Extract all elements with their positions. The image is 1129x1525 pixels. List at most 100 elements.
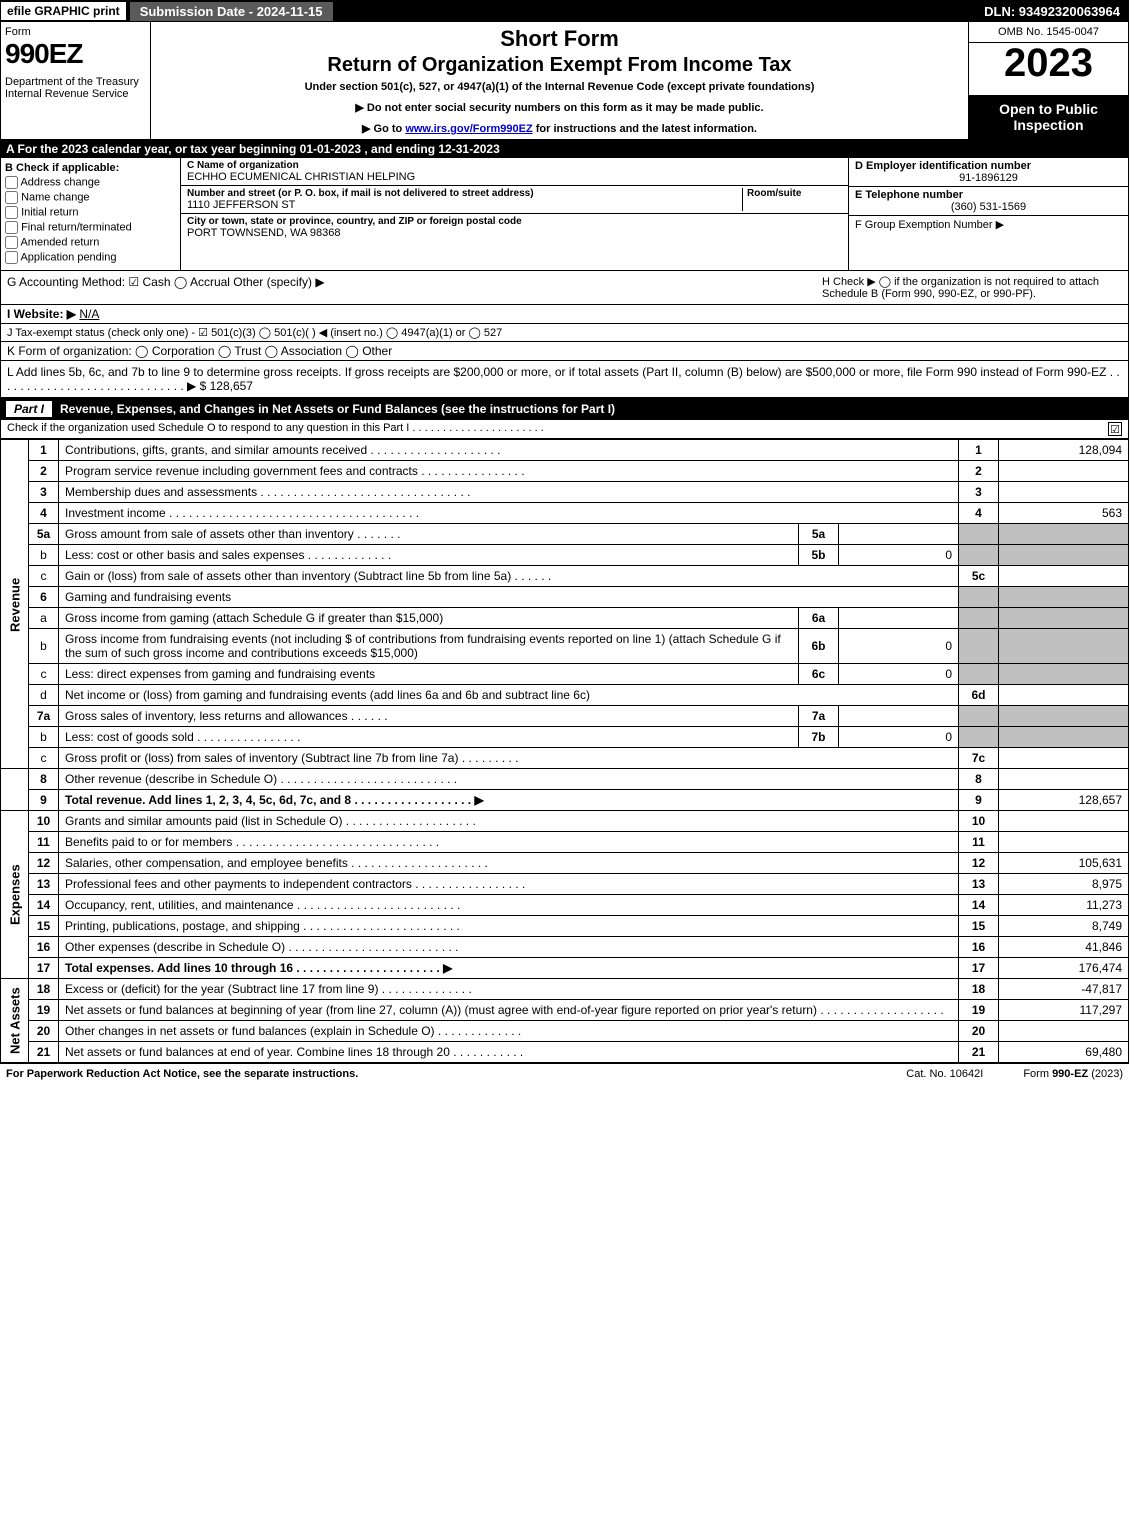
ln17-num: 17	[29, 958, 59, 979]
ln5a-greyval	[999, 524, 1129, 545]
ln9-desc: Total revenue. Add lines 1, 2, 3, 4, 5c,…	[65, 793, 484, 807]
row-i-website: I Website: ▶ N/A	[0, 305, 1129, 324]
submission-date: Submission Date - 2024-11-15	[130, 2, 333, 21]
ln1-val: 128,094	[999, 440, 1129, 461]
ln18-num: 18	[29, 979, 59, 1000]
ln12-num: 12	[29, 853, 59, 874]
chk-application-pending[interactable]: Application pending	[5, 251, 176, 264]
ln5b-iv: 0	[839, 545, 959, 566]
ln21-box: 21	[959, 1042, 999, 1063]
revenue-vlabel: Revenue	[1, 440, 29, 769]
ln11-desc: Benefits paid to or for members	[65, 835, 232, 849]
chk-final-return[interactable]: Final return/terminated	[5, 221, 176, 234]
ln1-desc: Contributions, gifts, grants, and simila…	[65, 443, 367, 457]
col-b-checkboxes: B Check if applicable: Address change Na…	[1, 158, 181, 270]
ln7b-num: b	[29, 727, 59, 748]
ln6b-grey	[959, 629, 999, 664]
chk-name-change[interactable]: Name change	[5, 191, 176, 204]
ln11-num: 11	[29, 832, 59, 853]
e-phone-label: E Telephone number	[855, 189, 963, 201]
part1-checkbox[interactable]: ☑	[1108, 422, 1122, 436]
ln16-num: 16	[29, 937, 59, 958]
ln13-num: 13	[29, 874, 59, 895]
ln6-num: 6	[29, 587, 59, 608]
ln5a-iv	[839, 524, 959, 545]
ln1-num: 1	[29, 440, 59, 461]
c-name-label: C Name of organization	[187, 160, 842, 171]
dln: DLN: 93492320063964	[976, 2, 1128, 21]
row-gh: G Accounting Method: ☑ Cash ◯ Accrual Ot…	[0, 271, 1129, 305]
ln7b-iv: 0	[839, 727, 959, 748]
header-left: Form 990EZ Department of the Treasury In…	[1, 22, 151, 139]
ln6c-iv: 0	[839, 664, 959, 685]
ln14-desc: Occupancy, rent, utilities, and maintena…	[65, 898, 294, 912]
footer: For Paperwork Reduction Act Notice, see …	[0, 1063, 1129, 1084]
ln4-box: 4	[959, 503, 999, 524]
g-accounting: G Accounting Method: ☑ Cash ◯ Accrual Ot…	[7, 275, 822, 300]
ln7b-grey	[959, 727, 999, 748]
ln5b-ib: 5b	[799, 545, 839, 566]
ln8-desc: Other revenue (describe in Schedule O)	[65, 772, 277, 786]
ln4-desc: Investment income	[65, 506, 166, 520]
ln13-box: 13	[959, 874, 999, 895]
ln15-desc: Printing, publications, postage, and shi…	[65, 919, 300, 933]
ln5a-ib: 5a	[799, 524, 839, 545]
chk-initial-return[interactable]: Initial return	[5, 206, 176, 219]
ln4-val: 563	[999, 503, 1129, 524]
ln9-box: 9	[959, 790, 999, 811]
chk-amended-return[interactable]: Amended return	[5, 236, 176, 249]
header-middle: Short Form Return of Organization Exempt…	[151, 22, 968, 139]
chk-address-change[interactable]: Address change	[5, 176, 176, 189]
ln12-val: 105,631	[999, 853, 1129, 874]
ln21-val: 69,480	[999, 1042, 1129, 1063]
open-public: Open to Public Inspection	[969, 95, 1128, 139]
ln5a-desc: Gross amount from sale of assets other t…	[65, 527, 354, 541]
ln5c-num: c	[29, 566, 59, 587]
form-word: Form	[5, 26, 146, 38]
ln13-desc: Professional fees and other payments to …	[65, 877, 412, 891]
ln19-val: 117,297	[999, 1000, 1129, 1021]
ln6c-ib: 6c	[799, 664, 839, 685]
under-section: Under section 501(c), 527, or 4947(a)(1)…	[159, 81, 960, 93]
ln6c-grey	[959, 664, 999, 685]
d-ein-label: D Employer identification number	[855, 160, 1031, 172]
ln6d-desc: Net income or (loss) from gaming and fun…	[59, 685, 959, 706]
ln6b-greyval	[999, 629, 1129, 664]
ein: 91-1896129	[855, 172, 1122, 184]
short-form-label: Short Form	[159, 26, 960, 52]
ln6b-desc: Gross income from fundraising events (no…	[59, 629, 799, 664]
ln5c-desc: Gain or (loss) from sale of assets other…	[65, 569, 511, 583]
ln14-val: 11,273	[999, 895, 1129, 916]
i-label: I Website: ▶	[7, 307, 76, 321]
col-c-org: C Name of organization ECHHO ECUMENICAL …	[181, 158, 848, 270]
part1-title: Revenue, Expenses, and Changes in Net As…	[60, 402, 615, 416]
ln6d-val	[999, 685, 1129, 706]
ln8-num: 8	[29, 769, 59, 790]
ln6b-num: b	[29, 629, 59, 664]
efile-print[interactable]: efile GRAPHIC print	[1, 2, 126, 20]
ln20-val	[999, 1021, 1129, 1042]
ln21-desc: Net assets or fund balances at end of ye…	[65, 1045, 450, 1059]
ln7c-val	[999, 748, 1129, 769]
ln3-num: 3	[29, 482, 59, 503]
ln17-desc: Total expenses. Add lines 10 through 16 …	[65, 961, 452, 975]
ln10-box: 10	[959, 811, 999, 832]
ln3-val	[999, 482, 1129, 503]
ln1-box: 1	[959, 440, 999, 461]
footer-catno: Cat. No. 10642I	[906, 1068, 983, 1080]
ln3-box: 3	[959, 482, 999, 503]
ln7c-num: c	[29, 748, 59, 769]
ln20-box: 20	[959, 1021, 999, 1042]
ln14-num: 14	[29, 895, 59, 916]
ln6d-num: d	[29, 685, 59, 706]
ln16-desc: Other expenses (describe in Schedule O)	[65, 940, 285, 954]
form-title: Return of Organization Exempt From Incom…	[159, 54, 960, 77]
top-bar: efile GRAPHIC print Submission Date - 20…	[0, 0, 1129, 22]
ln9-num: 9	[29, 790, 59, 811]
irs-link[interactable]: www.irs.gov/Form990EZ	[405, 123, 532, 135]
ln6c-desc: Less: direct expenses from gaming and fu…	[59, 664, 799, 685]
org-city: PORT TOWNSEND, WA 98368	[187, 227, 842, 239]
ln12-desc: Salaries, other compensation, and employ…	[65, 856, 348, 870]
header-right: OMB No. 1545-0047 2023 Open to Public In…	[968, 22, 1128, 139]
ln6b-ib: 6b	[799, 629, 839, 664]
